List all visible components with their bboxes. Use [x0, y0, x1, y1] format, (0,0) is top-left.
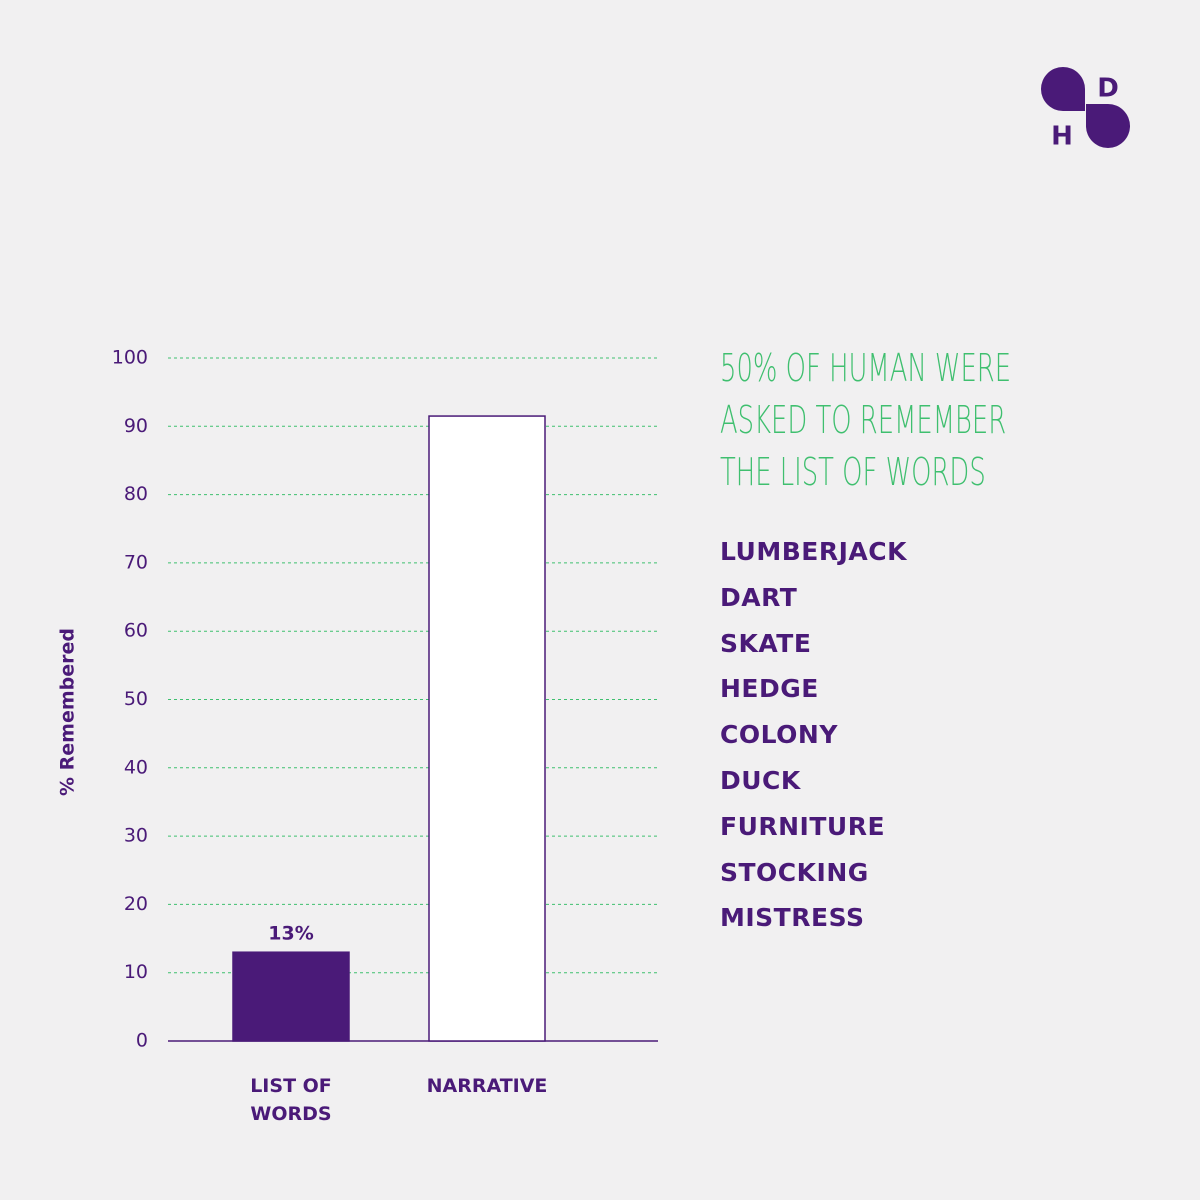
- value-label: 13%: [268, 923, 313, 945]
- y-tick-label: 60: [124, 620, 148, 642]
- logo-letter: D: [1097, 74, 1119, 104]
- bar: [232, 951, 350, 1042]
- logo-shape: [1086, 104, 1130, 148]
- word-item: STOCKING: [720, 857, 869, 887]
- word-item: COLONY: [720, 720, 838, 750]
- y-tick-label: 40: [124, 756, 148, 778]
- y-tick-label: 10: [124, 961, 148, 983]
- logo-shape: [1040, 67, 1085, 111]
- y-axis-label: % Remembered: [57, 628, 79, 796]
- y-tick-label: 80: [124, 483, 148, 505]
- bar: [428, 415, 546, 1042]
- y-tick-label: 0: [136, 1030, 148, 1052]
- y-tick-label: 100: [112, 347, 148, 369]
- y-tick-label: 20: [124, 893, 148, 915]
- word-item: HEDGE: [720, 674, 819, 704]
- word-item: FURNITURE: [720, 811, 886, 841]
- annotation-line: 50% OF HUMAN WERE: [720, 346, 1012, 390]
- logo-letter: H: [1051, 122, 1073, 152]
- annotation-line: THE LIST OF WORDS: [720, 450, 986, 494]
- word-item: LUMBERJACK: [720, 537, 907, 566]
- y-tick-label: 50: [124, 688, 148, 710]
- y-tick-label: 90: [124, 415, 148, 437]
- x-tick-label: NARRATIVE: [426, 1075, 548, 1097]
- word-item: DART: [720, 582, 798, 612]
- word-item: SKATE: [720, 628, 812, 658]
- word-item: DUCK: [720, 766, 801, 795]
- word-item: MISTRESS: [720, 903, 865, 933]
- y-tick-label: 70: [124, 551, 148, 573]
- y-tick-label: 30: [124, 825, 148, 847]
- x-tick-label: LIST OF WORDS: [250, 1075, 332, 1125]
- annotation-line: ASKED TO REMEMBER: [720, 398, 1007, 442]
